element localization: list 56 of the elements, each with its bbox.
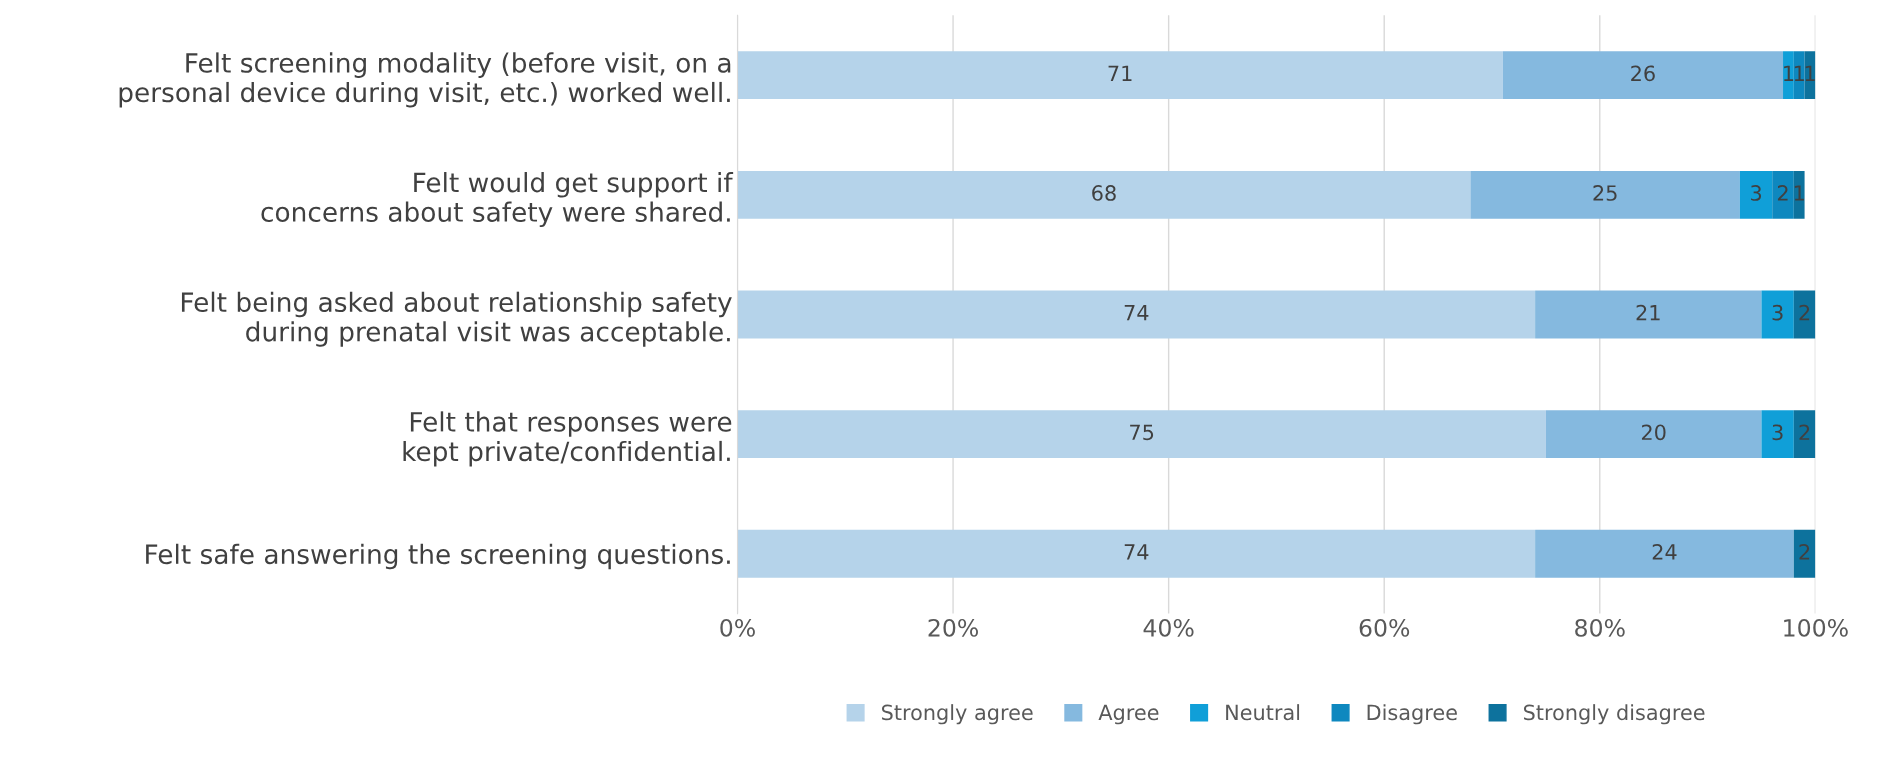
x-tick-label: 60% xyxy=(1359,618,1410,637)
data-label: 2 xyxy=(1799,304,1810,321)
data-label: 1 xyxy=(1794,65,1804,81)
bar xyxy=(1545,410,1762,459)
bar xyxy=(1470,170,1740,219)
legend-label: Strongly disagree xyxy=(1523,704,1705,725)
data-label: 1 xyxy=(1805,65,1815,81)
bar xyxy=(1761,290,1794,339)
y-tick-label: Felt safe answering the screening questions. xyxy=(146,543,730,570)
bar xyxy=(1793,51,1805,100)
legend-label: Strongly agree xyxy=(881,704,1033,725)
bar xyxy=(1783,51,1794,100)
data-label: 20 xyxy=(1641,424,1666,441)
data-label: 24 xyxy=(1652,544,1677,560)
y-tick-label: Felt would get support if concerns about safety were shared. xyxy=(261,172,734,228)
data-label: 2 xyxy=(1777,185,1788,201)
data-label: 68 xyxy=(1092,185,1116,201)
data-label: 3 xyxy=(1772,424,1783,441)
bar xyxy=(1772,170,1794,219)
y-tick-label: Felt being asked about relationship safety during prenatal visit was acceptable. xyxy=(181,291,732,347)
bar xyxy=(1502,51,1784,100)
bar xyxy=(737,170,1471,219)
data-label: 71 xyxy=(1108,65,1132,81)
data-label: 74 xyxy=(1124,544,1149,560)
data-label: 3 xyxy=(1772,304,1783,321)
data-label: 25 xyxy=(1593,185,1617,201)
data-label: 75 xyxy=(1130,424,1154,441)
data-label: 21 xyxy=(1636,304,1660,321)
bar xyxy=(1761,410,1794,459)
bar xyxy=(1793,529,1816,578)
bar xyxy=(737,290,1536,339)
x-tick-label: 80% xyxy=(1575,618,1625,637)
bar xyxy=(737,51,1503,100)
data-label: 74 xyxy=(1124,305,1149,321)
bar xyxy=(1535,290,1762,339)
x-tick-label: 0% xyxy=(720,618,755,637)
data-label: 1 xyxy=(1784,65,1794,81)
bar xyxy=(1793,170,1805,219)
bar xyxy=(1793,410,1816,459)
bar xyxy=(1535,529,1794,578)
x-tick-label: 20% xyxy=(928,618,978,637)
x-tick-label: 40% xyxy=(1143,618,1194,637)
y-tick-label: Felt that responses were kept private/confidential. xyxy=(403,411,732,467)
bar xyxy=(737,410,1546,459)
bar xyxy=(737,529,1536,578)
data-label: 1 xyxy=(1794,185,1804,201)
data-label: 2 xyxy=(1799,424,1810,440)
y-tick-label: Felt screening modality (before visit, on a personal device during visit, etc.) worked well. xyxy=(119,52,731,108)
data-label: 2 xyxy=(1799,544,1810,560)
legend-label: Neutral xyxy=(1226,704,1300,721)
bar xyxy=(1739,170,1773,219)
legend-label: Agree xyxy=(1098,704,1159,725)
legend-label: Disagree xyxy=(1367,704,1457,725)
x-tick-label: 100% xyxy=(1784,618,1848,637)
data-label: 3 xyxy=(1751,185,1762,201)
data-label: 26 xyxy=(1631,65,1655,82)
